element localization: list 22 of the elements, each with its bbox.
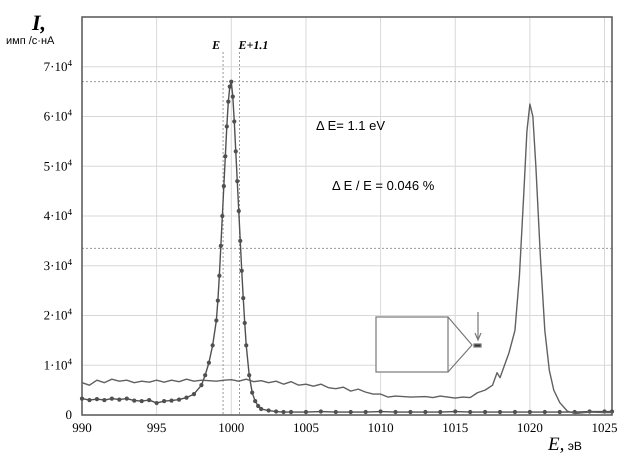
annotation: Δ E= 1.1 eV — [316, 118, 386, 133]
x-axis-title: E, эВ — [547, 434, 582, 455]
x-tick-label: 1015 — [442, 420, 468, 436]
x-tick-label: 1010 — [368, 420, 394, 436]
x-tick-label: 995 — [146, 420, 166, 436]
annotation: Δ E / E = 0.046 % — [332, 178, 435, 193]
y-axis-title: I, имп /с·нА — [6, 10, 56, 47]
ref-line-label: E — [211, 38, 220, 52]
y-tick-label: 0 — [66, 407, 72, 422]
y-tick-label: 3·10$^{4}$ — [44, 256, 72, 273]
ref-line-label: E+1.1 — [238, 38, 268, 52]
y-tick-label: 5·10$^{4}$ — [44, 157, 72, 174]
y-tick-label: 4·10$^{4}$ — [44, 207, 72, 224]
y-tick-label: 6·10$^{4}$ — [44, 108, 72, 124]
x-tick-label: 1020 — [516, 420, 543, 436]
x-tick-label: 990 — [72, 420, 92, 436]
y-tick-label: 2·10$^{4}$ — [44, 306, 72, 323]
y-tick-label: 7·10$^{4}$ — [44, 58, 72, 74]
x-tick-label: 1005 — [292, 420, 319, 436]
y-tick-label: 1·10$^{4}$ — [44, 356, 72, 372]
x-tick-label: 1025 — [592, 420, 618, 436]
x-tick-label: 1000 — [218, 420, 244, 436]
